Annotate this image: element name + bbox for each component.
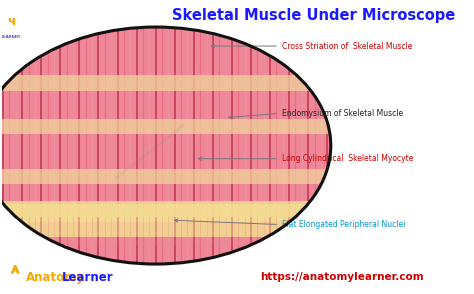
Text: https://anatomylearner.com: https://anatomylearner.com <box>260 272 424 282</box>
Text: Anatomy: Anatomy <box>26 271 85 284</box>
FancyBboxPatch shape <box>0 75 331 91</box>
Text: Long Cylindrical  Skeletal Myocyte: Long Cylindrical Skeletal Myocyte <box>282 154 413 163</box>
FancyBboxPatch shape <box>0 204 331 222</box>
Text: ҹ: ҹ <box>8 15 16 28</box>
FancyBboxPatch shape <box>0 169 331 183</box>
Text: Cross Striation of  Skeletal Muscle: Cross Striation of Skeletal Muscle <box>282 41 412 51</box>
FancyBboxPatch shape <box>0 119 331 133</box>
FancyBboxPatch shape <box>0 75 331 91</box>
Text: Endomysium of Skeletal Muscle: Endomysium of Skeletal Muscle <box>282 109 403 118</box>
FancyBboxPatch shape <box>0 119 331 133</box>
Text: Flat Elongated Peripheral Nuclei: Flat Elongated Peripheral Nuclei <box>282 220 405 229</box>
Circle shape <box>0 27 331 264</box>
Text: Learner: Learner <box>62 271 113 284</box>
FancyBboxPatch shape <box>0 204 331 222</box>
Text: LEARNER: LEARNER <box>2 35 21 39</box>
Text: https://anatomylearner.com: https://anatomylearner.com <box>115 122 188 181</box>
FancyBboxPatch shape <box>0 201 327 237</box>
FancyBboxPatch shape <box>0 169 331 183</box>
Text: Skeletal Muscle Under Microscope: Skeletal Muscle Under Microscope <box>172 8 455 23</box>
